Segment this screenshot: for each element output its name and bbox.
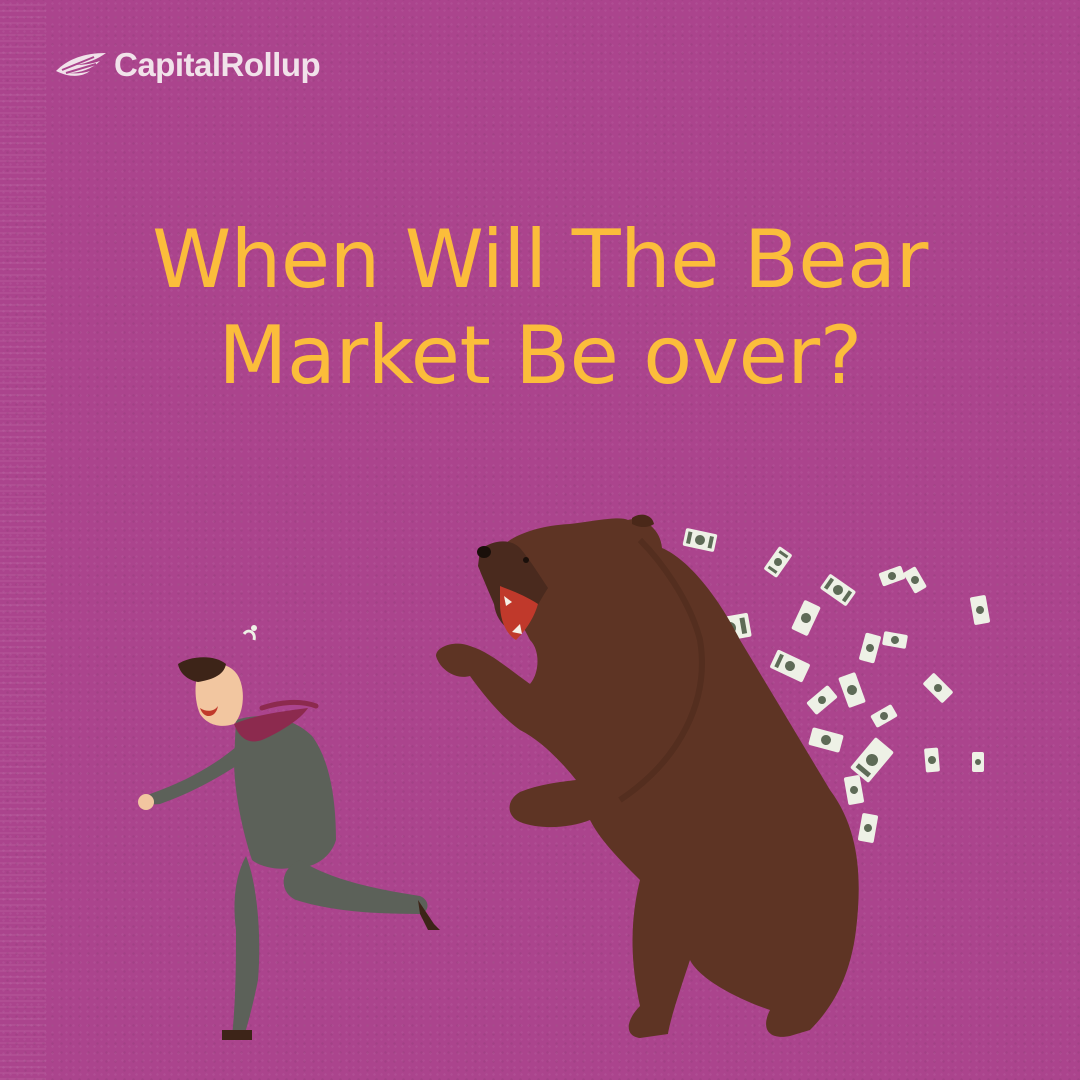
banknote-icon — [682, 528, 718, 552]
banknote-icon — [791, 600, 821, 636]
banknote-icon — [820, 574, 856, 606]
banknote-icon — [850, 737, 894, 783]
bear — [436, 514, 859, 1038]
banknote-icon — [870, 704, 898, 728]
banknote-icon — [844, 775, 864, 805]
banknote-icon — [859, 632, 881, 664]
banknote-icon — [770, 649, 810, 683]
brand-name: CapitalRollup — [114, 46, 321, 83]
banknote-icon — [882, 631, 908, 649]
banknote-icon — [924, 747, 940, 773]
banknote-icon — [878, 565, 906, 587]
banknotes — [682, 528, 990, 843]
banknote-icon — [970, 595, 990, 625]
headline: When Will The Bear Market Be over? — [40, 212, 1040, 404]
banknote-icon — [838, 672, 866, 708]
headline-line-2: Market Be over? — [218, 309, 862, 402]
banknote-icon — [972, 752, 984, 772]
banknote-icon — [903, 566, 927, 594]
banknote-icon — [858, 813, 878, 843]
headline-line-1: When Will The Bear — [152, 213, 928, 306]
paper-texture-edge — [0, 0, 46, 1080]
brand-logo: CapitalRollup — [54, 40, 321, 90]
banknote-icon — [808, 727, 844, 753]
banknote-icon — [923, 673, 953, 703]
banknote-icon — [806, 685, 838, 715]
banknote-icon — [764, 546, 792, 578]
businessman — [138, 625, 440, 1040]
wing-logo-icon — [54, 45, 110, 85]
